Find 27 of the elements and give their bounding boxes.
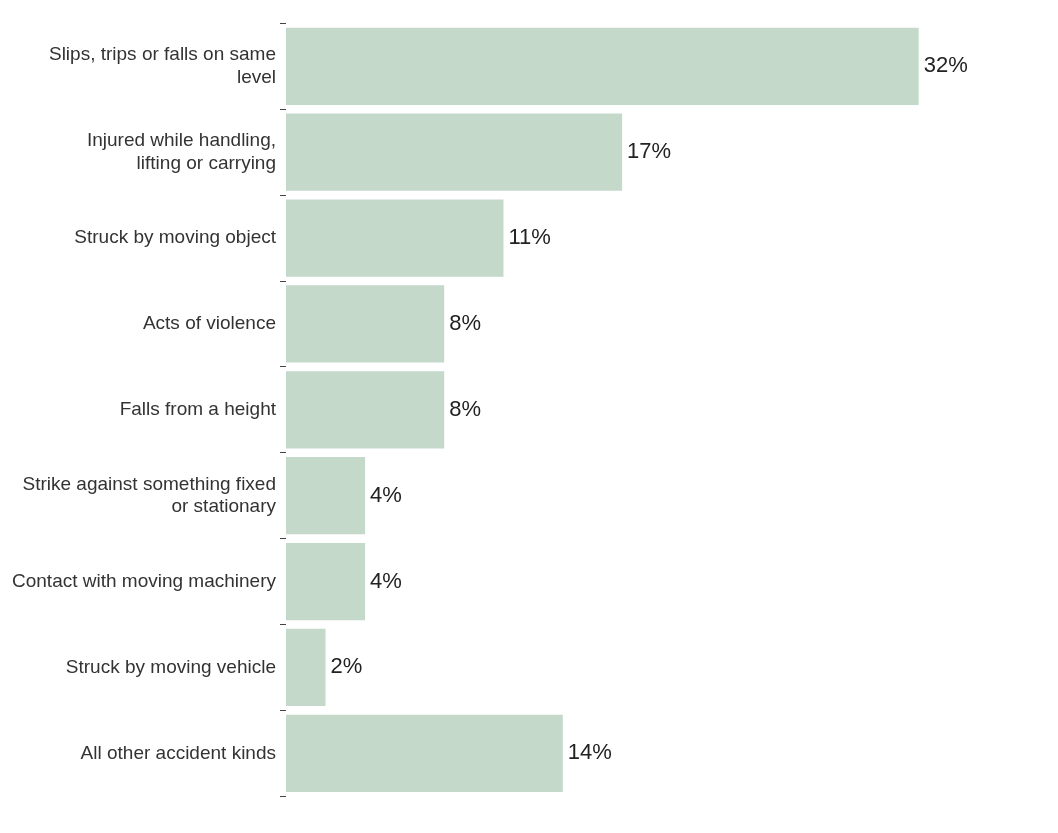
bar bbox=[286, 542, 366, 621]
data-label: 17% bbox=[627, 138, 672, 164]
data-label: 2% bbox=[330, 653, 363, 679]
y-tick-label: All other accident kinds bbox=[80, 741, 276, 763]
y-tick-label: Strike against something fixed or stationary bbox=[22, 472, 277, 517]
bar bbox=[286, 199, 504, 277]
y-tick-label: Falls from a height bbox=[119, 398, 277, 420]
bar bbox=[286, 628, 326, 707]
bar bbox=[286, 285, 445, 363]
data-label: 11% bbox=[508, 224, 551, 250]
y-tick-label: Struck by moving object bbox=[74, 226, 277, 248]
y-tick-label: Struck by moving vehicle bbox=[65, 655, 276, 677]
data-label: 8% bbox=[449, 310, 481, 335]
y-tick-label: Slips, trips or falls on same level bbox=[48, 43, 276, 87]
data-label: 4% bbox=[370, 567, 402, 593]
y-tick-label: Acts of violence bbox=[142, 312, 276, 334]
data-label: 32% bbox=[923, 52, 968, 78]
data-label: 8% bbox=[449, 395, 481, 421]
data-label: 4% bbox=[370, 481, 402, 507]
data-label: 14% bbox=[567, 739, 612, 765]
bar bbox=[286, 457, 366, 535]
bar bbox=[286, 714, 563, 792]
y-tick-label: Contact with moving machinery bbox=[12, 569, 277, 591]
bar bbox=[286, 113, 623, 191]
bar bbox=[286, 371, 445, 449]
y-tick-label: Injured while handling, lifting or carrying bbox=[86, 129, 276, 173]
bar bbox=[286, 27, 919, 105]
